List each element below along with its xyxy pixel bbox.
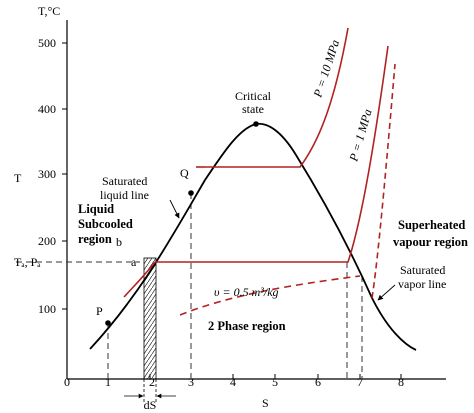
pressure-10-mpa-label: P = 10 MPa bbox=[310, 38, 342, 100]
y-tick-400: 400 bbox=[38, 102, 56, 116]
critical-state-label-1: Critical bbox=[235, 89, 272, 103]
y-tick-100: 100 bbox=[38, 302, 56, 316]
x-tick-0: 0 bbox=[64, 375, 70, 389]
isobar-1-mpa bbox=[155, 45, 389, 263]
point-p-label: P bbox=[96, 304, 103, 318]
y-axis-title: T,°C bbox=[38, 4, 60, 18]
superheated-label-2: vapour region bbox=[393, 235, 468, 249]
y-axis-letter: T bbox=[14, 171, 22, 185]
x-tick-2: 2 bbox=[149, 375, 155, 389]
saturated-vapor-label-1: Saturated bbox=[400, 263, 445, 277]
isobar-1-mpa-liquid bbox=[123, 261, 156, 298]
two-phase-label: 2 Phase region bbox=[208, 319, 286, 333]
pressure-1-mpa-label: P = 1 MPa bbox=[346, 107, 374, 163]
point-q-marker bbox=[188, 190, 194, 196]
x-tick-6: 6 bbox=[315, 375, 321, 389]
point-p-marker bbox=[105, 320, 111, 326]
saturated-vapor-label-2: vapor line bbox=[398, 277, 446, 291]
subcooled-label-3: region bbox=[78, 232, 112, 246]
state-a-label: Tₐ, Pₐ bbox=[14, 255, 41, 269]
saturation-dome bbox=[89, 122, 417, 351]
point-q-label: Q bbox=[180, 166, 189, 180]
isobar-10-mpa bbox=[205, 27, 349, 168]
saturated-liquid-label-1: Saturated bbox=[102, 174, 147, 188]
ds-strip bbox=[143, 257, 157, 380]
x-tick-4: 4 bbox=[230, 375, 236, 389]
x-axis-title: S bbox=[262, 396, 269, 410]
constant-volume-line bbox=[179, 275, 361, 316]
ds-label: dS bbox=[144, 398, 157, 412]
y-tick-500: 500 bbox=[38, 36, 56, 50]
critical-point bbox=[253, 121, 259, 127]
x-tick-7: 7 bbox=[357, 375, 363, 389]
x-tick-8: 8 bbox=[398, 375, 404, 389]
y-tick-200: 200 bbox=[38, 234, 56, 248]
specific-volume-label: υ = 0.5 m³/kg bbox=[214, 285, 279, 299]
superheated-label-1: Superheated bbox=[398, 218, 465, 232]
point-a-label: a bbox=[131, 255, 137, 269]
saturated-liquid-pointer bbox=[169, 199, 180, 219]
saturated-vapor-pointer bbox=[377, 284, 396, 301]
x-tick-3: 3 bbox=[188, 375, 194, 389]
x-tick-1: 1 bbox=[105, 375, 111, 389]
y-tick-300: 300 bbox=[38, 167, 56, 181]
isobar-1-mpa-dashed bbox=[371, 63, 396, 299]
critical-state-label-2: state bbox=[242, 102, 264, 116]
dashed-guides bbox=[16, 193, 363, 379]
subcooled-label-2: Subcooled bbox=[78, 217, 133, 231]
x-tick-5: 5 bbox=[272, 375, 278, 389]
subcooled-label-1: Liquid bbox=[78, 202, 114, 216]
y-ticks bbox=[62, 42, 67, 310]
point-b-label: b bbox=[116, 235, 122, 249]
saturated-liquid-label-2: liquid line bbox=[100, 188, 149, 202]
